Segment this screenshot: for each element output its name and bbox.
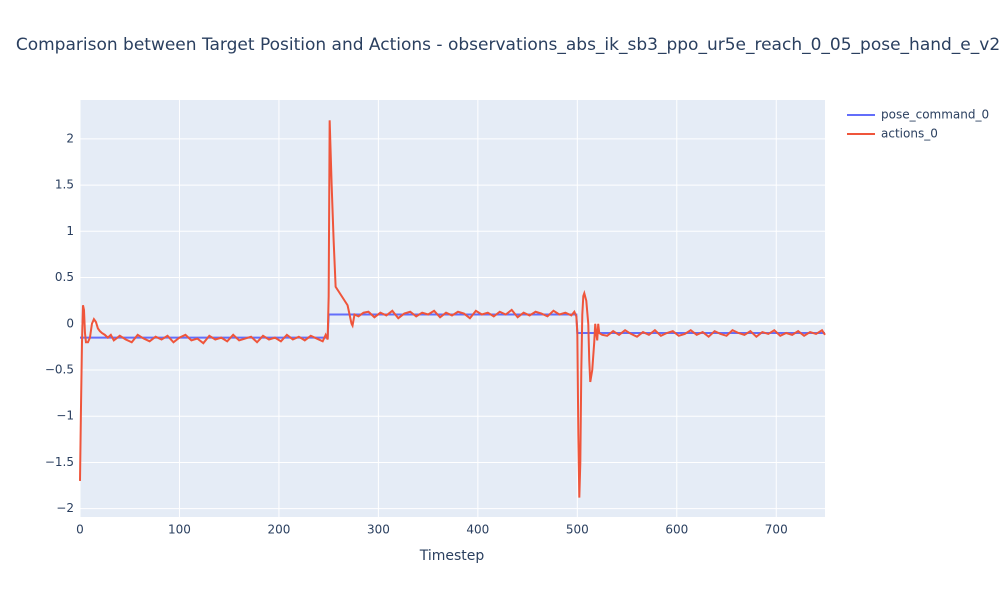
y-tick-label: −1.5: [45, 455, 74, 469]
x-tick-label: 200: [267, 523, 290, 537]
x-tick-label: 700: [765, 523, 788, 537]
y-tick-label: −1: [56, 409, 74, 423]
x-axis-title: Timestep: [419, 548, 485, 564]
y-tick-label: −2: [56, 501, 74, 515]
x-tick-label: 100: [168, 523, 191, 537]
x-tick-label: 0: [76, 523, 84, 537]
x-tick-label: 300: [367, 523, 390, 537]
y-tick-label: 1: [66, 224, 74, 238]
legend-label[interactable]: actions_0: [881, 127, 938, 141]
legend-label[interactable]: pose_command_0: [881, 108, 989, 122]
y-tick-label: 0.5: [55, 270, 74, 284]
chart-title: Comparison between Target Position and A…: [16, 35, 1000, 55]
x-tick-label: 400: [466, 523, 489, 537]
y-tick-label: 2: [66, 131, 74, 145]
y-tick-label: 1.5: [55, 178, 74, 192]
x-tick-label: 500: [566, 523, 589, 537]
plot-area: [80, 100, 825, 517]
y-tick-label: 0: [66, 316, 74, 330]
x-tick-label: 600: [665, 523, 688, 537]
series-line: [79, 120, 826, 498]
y-tick-label: −0.5: [45, 362, 74, 376]
